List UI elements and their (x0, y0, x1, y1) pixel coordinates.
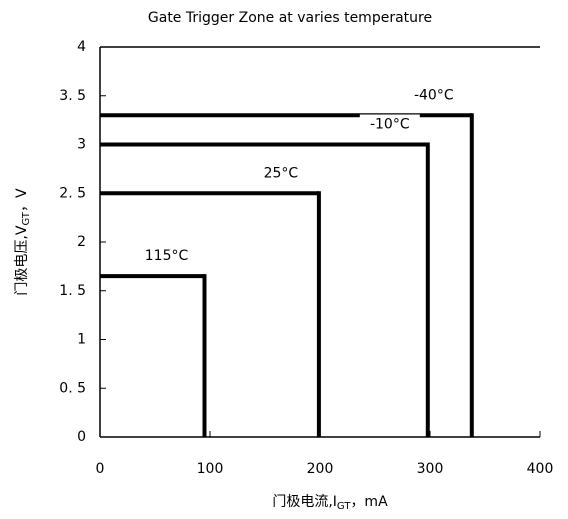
y-tick-label: 0 (77, 429, 86, 445)
x-tick-label: 300 (417, 461, 444, 477)
x-tick-label: 0 (96, 461, 105, 477)
y-axis-title-unit: ，V (14, 188, 30, 212)
y-axis-title-sub: GT (21, 211, 32, 225)
zone-label-bg (403, 85, 464, 106)
x-tick-label: 400 (527, 461, 554, 477)
y-axis-title-main: 门极电压,V (14, 225, 30, 295)
zone-label-bg (250, 163, 311, 184)
x-tick-label: 200 (307, 461, 334, 477)
y-tick-label: 2. 5 (59, 185, 86, 201)
y-tick-label: 3 (77, 137, 86, 153)
y-tick-label: 1. 5 (59, 283, 86, 299)
zone-label: -40°C (414, 87, 454, 103)
zone-label: -10°C (370, 117, 410, 133)
y-tick-label: 3. 5 (59, 88, 86, 104)
y-tick-label: 0. 5 (59, 380, 86, 396)
x-axis-title: 门极电流,IGT，mA (272, 494, 388, 512)
x-axis-title-unit: ，mA (350, 494, 388, 510)
y-tick-label: 1 (77, 332, 86, 348)
y-tick-label: 2 (77, 234, 86, 250)
zone-label: 115°C (145, 248, 189, 264)
x-tick-label: 100 (197, 461, 224, 477)
zone-label-bg (136, 246, 197, 267)
x-axis-title-sub: GT (337, 501, 351, 512)
chart-title: Gate Trigger Zone at varies temperature (148, 10, 432, 26)
y-axis-title: 门极电压,VGT，V (14, 188, 32, 296)
x-axis-title-main: 门极电流,I (272, 494, 337, 510)
y-tick-label: 4 (77, 39, 86, 55)
zone-label-bg (359, 114, 420, 135)
zone-label: 25°C (264, 165, 299, 181)
